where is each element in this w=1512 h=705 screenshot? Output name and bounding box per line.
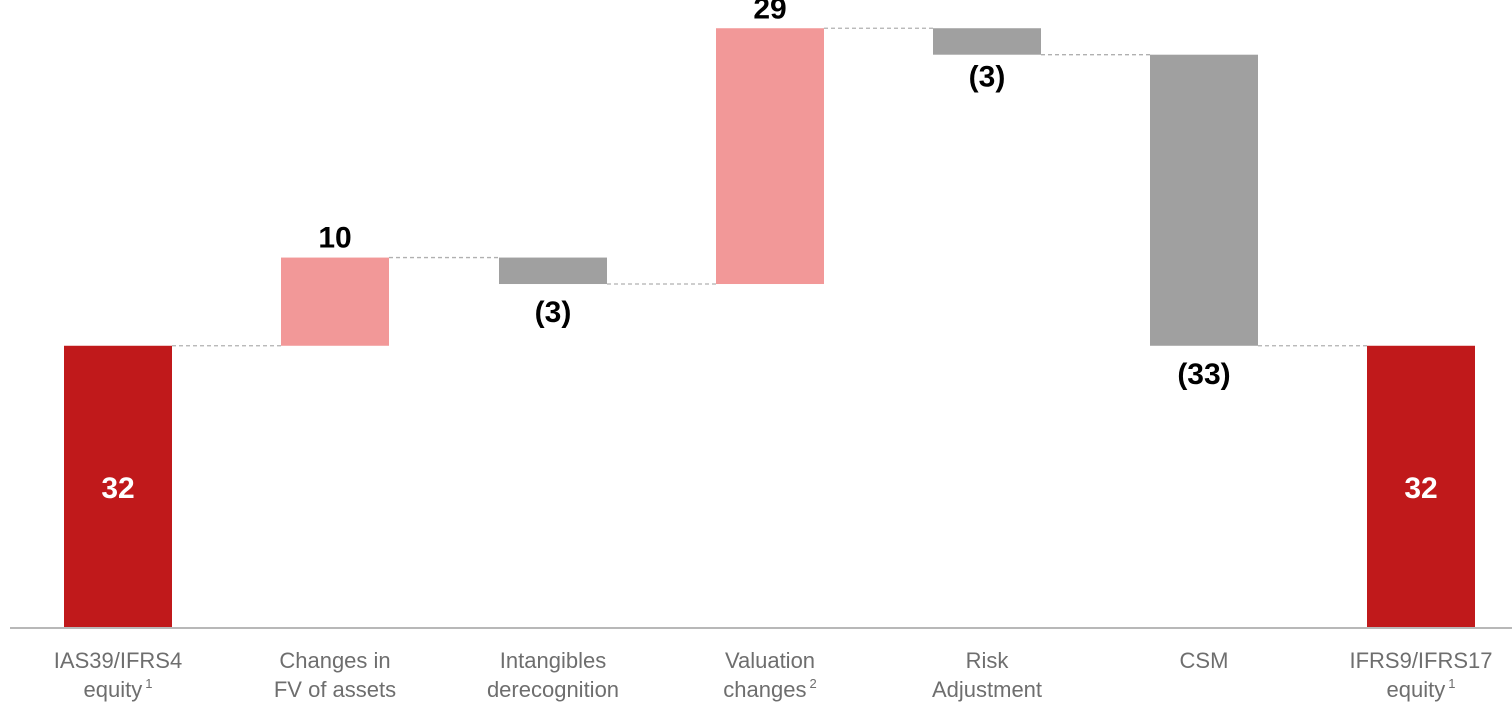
category-label-3-line-1: changes 2 [723,676,816,702]
value-label-6: 32 [1404,472,1437,505]
category-label-1-line-1: FV of assets [274,677,396,702]
value-label-2: (3) [535,296,572,329]
category-label-0-line-1: equity 1 [84,676,153,702]
bar-2 [499,257,607,285]
value-label-5: (33) [1177,358,1230,391]
category-label-6-line-1: equity 1 [1387,676,1456,702]
footnote-marker: 1 [145,676,152,691]
category-label-4-line-1: Adjustment [932,677,1042,702]
category-label-6-line-0: IFRS9/IFRS17 [1349,648,1492,673]
value-label-1: 10 [318,222,351,255]
bar-5 [1150,54,1258,346]
connector-lines [172,27,1367,347]
category-label-4-line-0: Risk [966,648,1010,673]
category-label-5-line-0: CSM [1180,648,1229,673]
bars [64,28,1475,628]
footnote-marker: 1 [1448,676,1455,691]
value-label-4: (3) [969,61,1006,94]
footnote-marker: 2 [809,676,816,691]
category-label-3-line-0: Valuation [725,648,815,673]
category-labels: IAS39/IFRS4 equity 1 Changes in FV of assets… [54,648,1493,702]
category-label-0-line-0: IAS39/IFRS4 [54,648,182,673]
category-label-2-line-1: derecognition [487,677,619,702]
value-label-0: 32 [101,472,134,505]
category-label-1-line-0: Changes in [279,648,390,673]
bar-1 [281,257,389,346]
bar-0 [64,345,172,628]
value-label-3: 29 [753,0,786,25]
bar-4 [933,28,1041,55]
value-labels: 32 10 (3) 29 (3) (33) 32 [101,0,1437,505]
bar-6 [1367,345,1475,628]
category-label-2-line-0: Intangibles [500,648,606,673]
bar-3 [716,28,824,285]
